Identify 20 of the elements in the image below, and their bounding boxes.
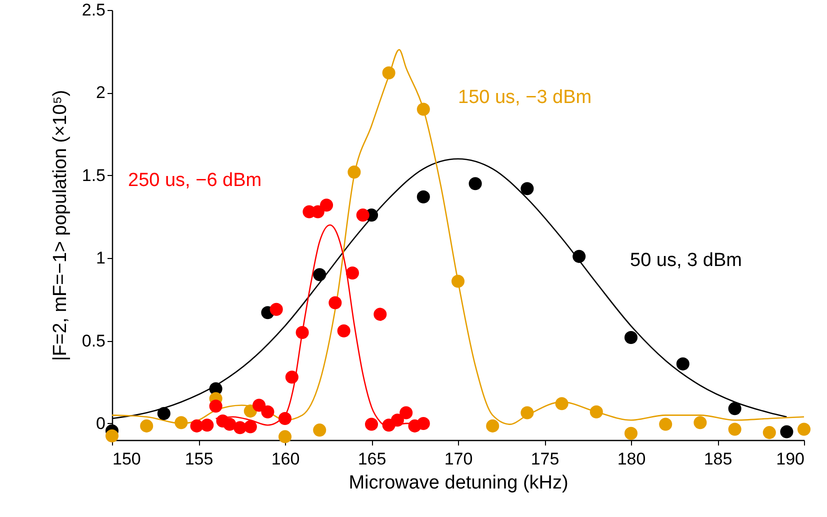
x-tick-label: 175 <box>530 450 560 468</box>
y-tick-label: 0 <box>96 414 106 433</box>
x-tick-label: 185 <box>704 450 732 468</box>
x-tick-label: 155 <box>184 450 214 468</box>
y-axis-title: |F=2, mF=−1> population (×10⁵) <box>50 90 71 362</box>
x-tick-label: 170 <box>444 450 473 468</box>
text: 50 us, 3 dBm <box>630 250 742 271</box>
x-tick-label: 165 <box>358 450 386 468</box>
y-tick-label: 1 <box>96 248 106 268</box>
y-tick-label: 0.5 <box>82 331 106 350</box>
text: 250 us, −6 dBm <box>128 170 262 191</box>
y-tick-label: 2 <box>96 83 106 102</box>
y-tick-label: 2.5 <box>82 0 106 20</box>
x-tick-label: 160 <box>271 450 300 468</box>
x-tick-label: 190 <box>776 450 804 468</box>
x-axis-title: Microwave detuning (kHz) <box>348 472 568 494</box>
y-tick-label: 1.5 <box>82 166 106 185</box>
x-tick-label: 180 <box>617 450 646 468</box>
x-tick-label: 150 <box>112 450 141 468</box>
series-label: 150 us, −3 dBm <box>458 87 592 108</box>
